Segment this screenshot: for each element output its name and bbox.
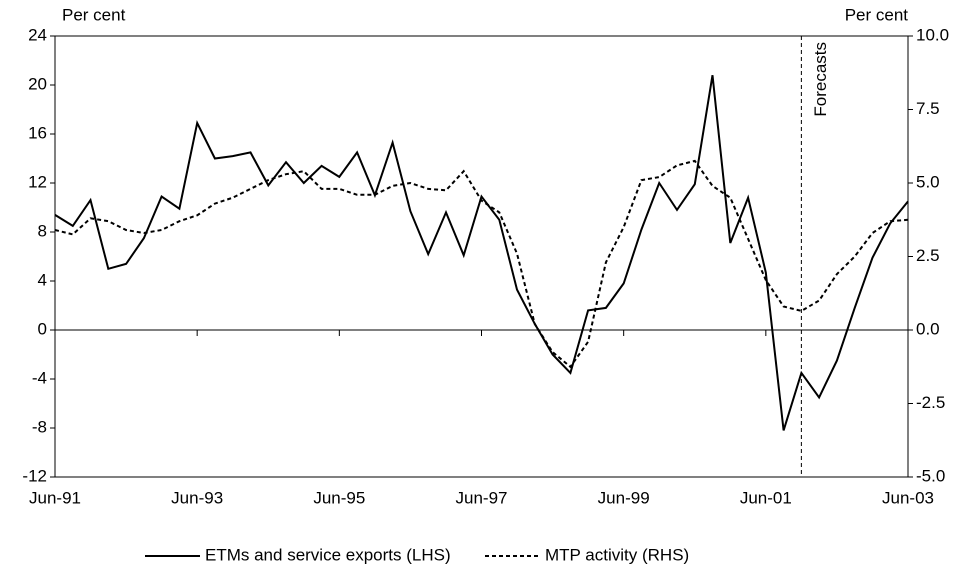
x-tick-label: Jun-93: [171, 488, 223, 507]
y2-tick-label: -2.5: [916, 393, 945, 412]
y-tick-label: 16: [28, 123, 47, 142]
x-tick-label: Jun-01: [740, 488, 792, 507]
series-line: [54, 159, 909, 369]
y-tick-label: -12: [22, 466, 47, 485]
y-axis-label: Per cent: [62, 5, 126, 24]
y2-tick-label: 5.0: [916, 172, 940, 191]
y2-axis-label: Per cent: [845, 5, 909, 24]
legend-label: MTP activity (RHS): [545, 545, 689, 564]
y2-tick-label: 2.5: [916, 246, 940, 265]
y2-tick-label: 7.5: [916, 99, 940, 118]
y-tick-label: 0: [38, 319, 47, 338]
y2-tick-label: -5.0: [916, 466, 945, 485]
x-tick-label: Jun-91: [29, 488, 81, 507]
plot-frame: [54, 35, 909, 478]
y-tick-label: -8: [32, 417, 47, 436]
y-tick-label: 20: [28, 74, 47, 93]
y2-tick-label: 10.0: [916, 25, 949, 44]
annotation: Forecasts: [811, 42, 830, 117]
series-line: [54, 75, 909, 431]
y-tick-label: -4: [32, 368, 47, 387]
y-tick-label: 24: [28, 25, 47, 44]
x-tick-label: Jun-99: [598, 488, 650, 507]
y2-tick-label: 0.0: [916, 319, 940, 338]
y-tick-label: 4: [38, 270, 47, 289]
legend-label: ETMs and service exports (LHS): [205, 545, 451, 564]
x-tick-label: Jun-97: [456, 488, 508, 507]
x-tick-label: Jun-03: [882, 488, 934, 507]
y-tick-label: 8: [38, 221, 47, 240]
y-tick-label: 12: [28, 172, 47, 191]
x-tick-label: Jun-95: [313, 488, 365, 507]
